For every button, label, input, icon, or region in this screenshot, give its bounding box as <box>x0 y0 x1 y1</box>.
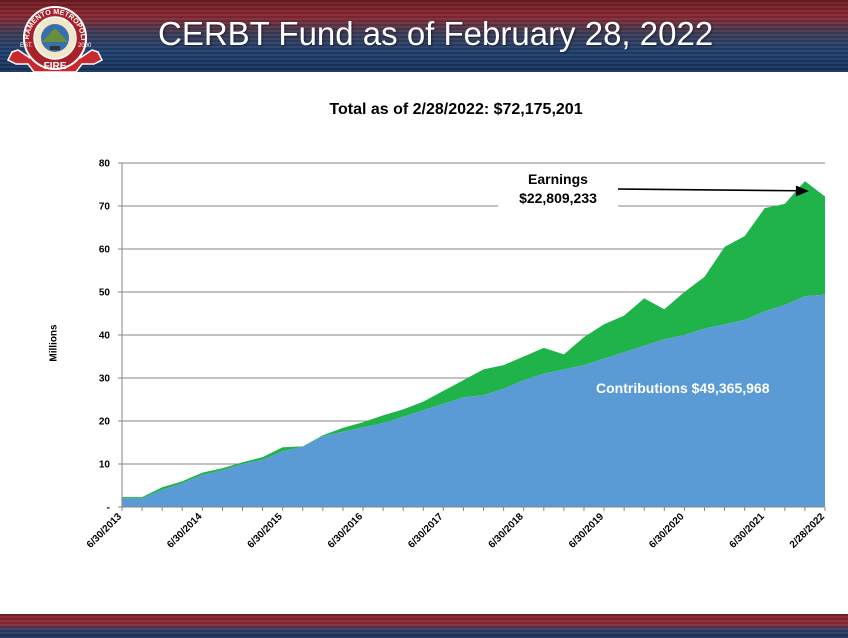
annotation-arrow-head <box>795 185 809 197</box>
x-tick-label: 6/30/2014 <box>165 511 205 551</box>
contributions-annotation: Contributions $49,365,968 <box>596 380 770 396</box>
y-tick-label: 40 <box>99 331 111 342</box>
x-tick-label: 6/30/2015 <box>246 511 286 551</box>
y-tick-label: - <box>107 503 110 514</box>
logo-right-text: 2000 <box>78 43 92 49</box>
x-tick-label: 6/30/2018 <box>487 511 527 551</box>
earnings-annotation-label: Earnings <box>528 171 588 187</box>
earnings-annotation: Earnings $22,809,233 <box>498 170 618 208</box>
logo-left-text: EST. <box>20 43 33 49</box>
header-banner <box>0 0 848 72</box>
y-tick-label: 60 <box>99 245 111 256</box>
y-tick-label: 70 <box>99 202 111 213</box>
y-tick-label: 10 <box>99 460 111 471</box>
x-tick-label: 6/30/2016 <box>326 511 366 551</box>
area-series <box>122 181 825 507</box>
x-tick-label: 2/28/2022 <box>788 511 828 551</box>
y-tick-label: 30 <box>99 374 111 385</box>
y-axis-label: Millions <box>48 324 60 362</box>
page-title: CERBT Fund as of February 28, 2022 <box>158 15 714 52</box>
earnings-annotation-value: $22,809,233 <box>519 190 597 206</box>
x-tick-label: 6/30/2021 <box>728 511 768 551</box>
x-tick-label: 6/30/2020 <box>647 511 687 551</box>
y-tick-label: 50 <box>99 288 111 299</box>
x-tick-label: 6/30/2017 <box>406 511 446 551</box>
chart-title: Total as of 2/28/2022: $72,175,201 <box>329 101 583 118</box>
footer-banner <box>0 614 848 638</box>
fire-department-logo: SACRAMENTO METROPOLITAN EST. 2000 FIRE <box>2 2 104 73</box>
axes <box>118 162 826 511</box>
annotation-arrow-line <box>611 188 799 192</box>
y-tick-label: 20 <box>99 417 111 428</box>
series-contributions-area <box>122 294 825 507</box>
y-tick-label: 80 <box>99 159 111 170</box>
x-tick-label: 6/30/2019 <box>567 511 607 551</box>
logo-bottom-text: FIRE <box>44 61 67 72</box>
x-tick-label: 6/30/2013 <box>85 511 125 551</box>
annotation-arrow <box>611 185 809 197</box>
